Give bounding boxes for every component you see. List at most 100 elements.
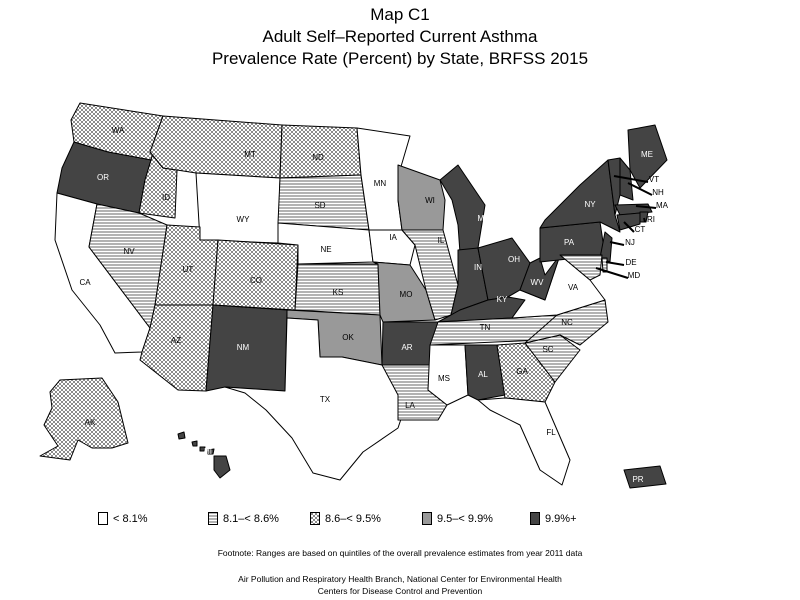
state-label-ut: UT: [183, 265, 194, 274]
state-label-ri: RI: [647, 215, 655, 224]
state-ia: [368, 229, 416, 266]
legend-item-5: 9.9%+: [530, 512, 577, 525]
state-label-ct: CT: [635, 225, 646, 234]
state-ct: [616, 212, 641, 231]
hawaii-island: [177, 431, 186, 440]
map-title-block: Map C1 Adult Self–Reported Current Asthm…: [0, 4, 800, 70]
state-label-co: CO: [250, 276, 262, 285]
state-label-mi: MI: [478, 214, 487, 223]
state-label-sd: SD: [314, 201, 325, 210]
state-label-ky: KY: [497, 295, 508, 304]
map-title-line2: Adult Self–Reported Current Asthma: [262, 27, 538, 46]
state-label-az: AZ: [171, 336, 181, 345]
state-wi: [397, 164, 446, 231]
state-ak: [39, 377, 129, 461]
state-label-nh: NH: [652, 188, 664, 197]
footnote: Footnote: Ranges are based on quintiles …: [217, 548, 583, 558]
state-label-mo: MO: [400, 290, 413, 299]
state-label-tx: TX: [320, 395, 331, 404]
state-wv: [519, 254, 561, 301]
leader-line-ma: [635, 205, 657, 209]
hawaii-island: [213, 455, 231, 479]
state-al: [464, 344, 506, 401]
legend-label: 8.1–< 8.6%: [223, 512, 279, 525]
state-label-ar: AR: [401, 343, 412, 352]
leader-line-vt: [613, 175, 649, 183]
state-ny: [539, 159, 621, 233]
state-label-ne: NE: [320, 245, 331, 254]
leader-line-ct: [623, 221, 635, 233]
state-mt: [149, 115, 283, 179]
leader-line-de: [605, 261, 625, 266]
state-label-in: IN: [474, 263, 482, 272]
state-label-nm: NM: [237, 343, 250, 352]
state-label-fl: FL: [546, 428, 556, 437]
credit-line2: Centers for Disease Control and Preventi…: [317, 586, 483, 596]
state-hi: [177, 431, 231, 479]
legend-item-2: 8.1–< 8.6%: [208, 512, 279, 525]
state-label-il: IL: [438, 236, 445, 245]
state-label-nj: NJ: [625, 238, 635, 247]
state-label-vt: VT: [649, 175, 659, 184]
state-pr: [623, 465, 667, 489]
state-label-oh: OH: [508, 255, 520, 264]
state-label-me: ME: [641, 150, 653, 159]
state-tx: [224, 317, 409, 481]
state-label-wv: WV: [531, 278, 545, 287]
state-label-mn: MN: [374, 179, 387, 188]
map-title-line1: Map C1: [370, 5, 430, 24]
leader-line-nj: [609, 241, 625, 246]
state-mi: [439, 164, 486, 254]
legend-item-3: 8.6–< 9.5%: [310, 512, 381, 525]
state-label-ca: CA: [79, 278, 91, 287]
state-label-nc: NC: [561, 318, 573, 327]
state-label-id: ID: [162, 193, 170, 202]
credit-line1: Air Pollution and Respiratory Health Bra…: [238, 574, 562, 584]
state-label-nd: ND: [312, 153, 324, 162]
leader-line-ri: [643, 217, 646, 223]
state-label-va: VA: [568, 283, 579, 292]
hawaii-island: [207, 448, 215, 455]
state-label-tn: TN: [480, 323, 491, 332]
state-label-ny: NY: [584, 200, 596, 209]
hawaii-island: [199, 446, 206, 452]
hawaii-island: [191, 440, 198, 447]
legend-label: < 8.1%: [113, 512, 148, 525]
leader-line-nh: [627, 182, 653, 196]
map-title-line3: Prevalence Rate (Percent) by State, BRFS…: [211, 49, 589, 68]
state-label-nv: NV: [123, 247, 135, 256]
legend-label: 8.6–< 9.5%: [325, 512, 381, 525]
state-label-ak: AK: [85, 418, 96, 427]
state-label-wy: WY: [237, 215, 251, 224]
legend-swatch-dark: [530, 512, 540, 525]
state-label-pr: PR: [632, 475, 643, 484]
state-label-la: LA: [405, 401, 415, 410]
state-label-ms: MS: [438, 374, 450, 383]
state-mo: [372, 261, 436, 323]
state-label-ia: IA: [389, 233, 397, 242]
legend-item-4: 9.5–< 9.9%: [422, 512, 493, 525]
state-label-md: MD: [628, 271, 641, 280]
state-label-ma: MA: [656, 201, 669, 210]
state-nc: [524, 299, 609, 346]
state-label-de: DE: [625, 258, 636, 267]
state-label-wi: WI: [425, 196, 435, 205]
state-wy: [195, 172, 281, 244]
state-ga: [496, 342, 556, 403]
legend-label: 9.5–< 9.9%: [437, 512, 493, 525]
state-label-wa: WA: [112, 126, 125, 135]
legend-swatch-gray: [422, 512, 432, 525]
legend-swatch-hlines: [208, 512, 218, 525]
state-me: [627, 124, 668, 189]
state-label-pa: PA: [564, 238, 575, 247]
state-label-or: OR: [97, 173, 109, 182]
legend-label: 9.9%+: [545, 512, 577, 525]
state-label-al: AL: [478, 370, 488, 379]
state-nd: [279, 124, 362, 179]
legend-item-1: < 8.1%: [98, 512, 148, 525]
legend-swatch-cross: [310, 512, 320, 525]
state-ms: [427, 344, 469, 406]
state-label-ok: OK: [342, 333, 354, 342]
state-il: [401, 229, 459, 321]
